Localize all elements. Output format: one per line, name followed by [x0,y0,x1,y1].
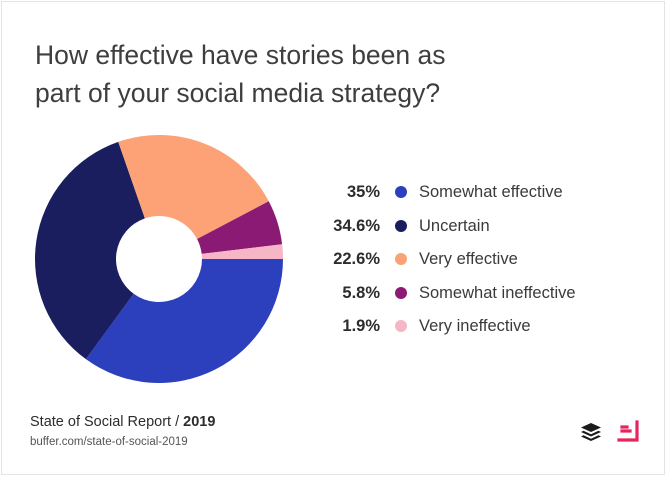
legend-value: 5.8% [342,283,380,302]
legend-swatch [395,186,407,198]
donut-slice-very-effective [118,135,269,239]
report-year: 2019 [183,414,216,430]
legend-swatch [395,253,407,265]
chart-legend: 35% Somewhat effective 34.6% Uncertain 22.6%… [317,180,637,348]
legend-label: Uncertain [419,216,490,235]
chart-title: How effective have stories been as part … [35,36,555,112]
donut-slice-somewhat-ineffective [197,201,283,254]
legend-item-very-ineffective: 1.9% Very ineffective [317,314,637,348]
legend-item-uncertain: 34.6% Uncertain [317,214,637,248]
legend-label: Somewhat ineffective [419,283,576,302]
donut-chart [35,135,283,383]
chart-title-line-2: part of your social media strategy? [35,78,441,108]
report-url: buffer.com/state-of-social-2019 [30,436,188,448]
legend-item-somewhat-ineffective: 5.8% Somewhat ineffective [317,281,637,315]
legend-item-very-effective: 22.6% Very effective [317,247,637,281]
legend-swatch [395,286,407,299]
report-name: State of Social Report / [30,414,184,430]
legend-value: 35% [346,183,380,201]
report-title: State of Social Report / 2019 [30,414,215,430]
donut-slice-somewhat-effective [85,259,283,383]
legend-value: 22.6% [333,250,380,268]
legend-swatch [395,320,407,332]
legend-value: 34.6% [333,216,380,235]
donut-slice-very-ineffective [201,244,283,259]
legend-value: 1.9% [342,317,380,335]
legend-label: Very effective [419,250,518,268]
legend-label: Very ineffective [419,317,531,335]
legend-item-somewhat-effective: 35% Somewhat effective [317,180,637,214]
chart-title-line-1: How effective have stories been as [35,40,446,70]
pink-bracket-logo-icon [617,420,639,442]
donut-slice-uncertain [35,141,145,360]
buffer-logo-icon [581,423,601,441]
legend-label: Somewhat effective [419,183,563,201]
donut-slices [35,135,283,383]
legend-swatch [395,219,407,232]
